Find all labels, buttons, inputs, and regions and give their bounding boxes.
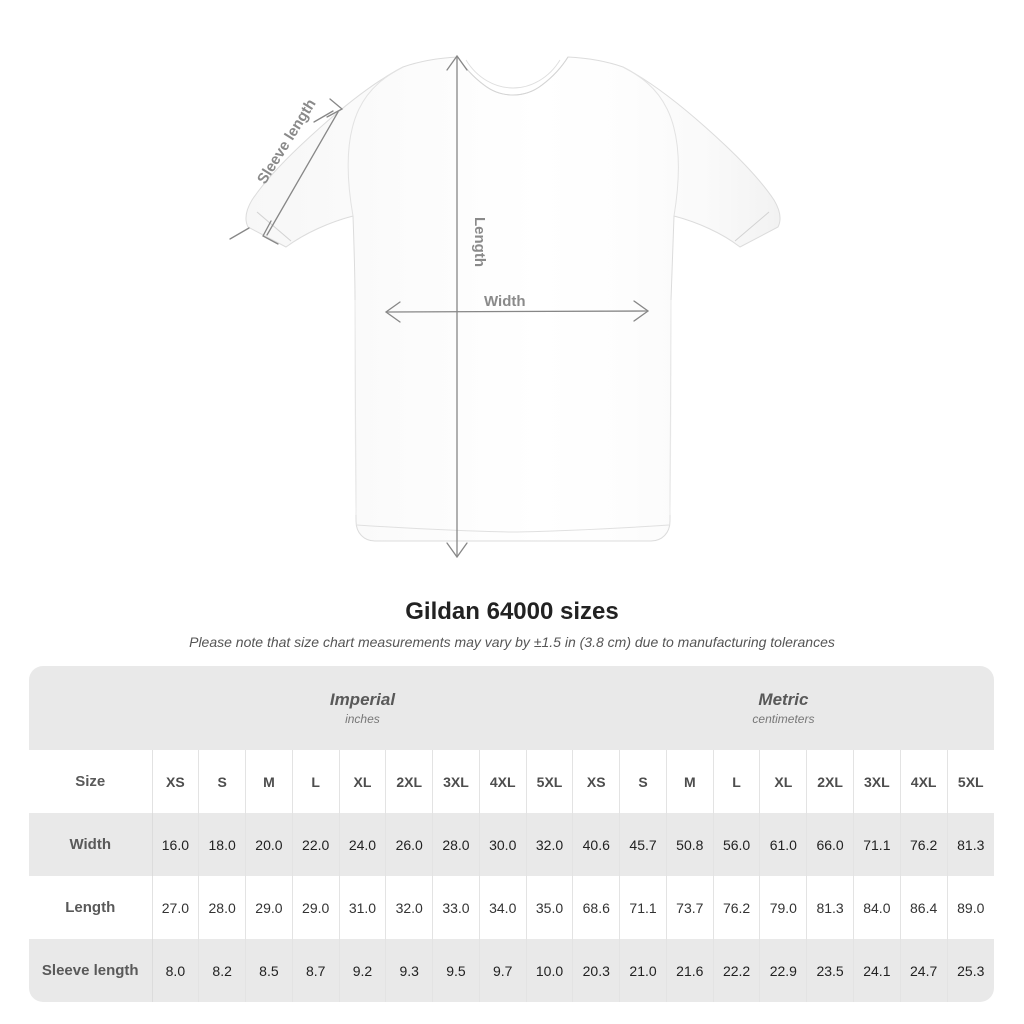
svg-text:Length: Length — [471, 217, 488, 267]
svg-text:Width: Width — [484, 293, 526, 310]
